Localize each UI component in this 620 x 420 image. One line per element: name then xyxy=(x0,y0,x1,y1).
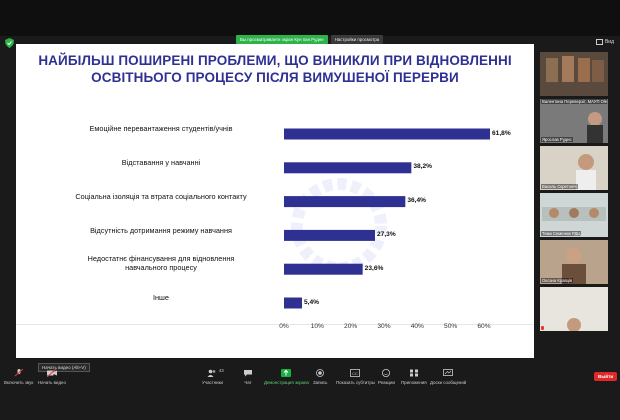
category-label: Недостатнє фінансування для відновлення н… xyxy=(87,253,235,273)
reactions-label: Реакции xyxy=(378,380,395,385)
leave-meeting-button[interactable]: Выйти xyxy=(594,372,618,381)
slide-title: НАЙБІЛЬШ ПОШИРЕНІ ПРОБЛЕМИ, ЩО ВИНИКЛИ П… xyxy=(16,52,534,86)
svg-text:CC: CC xyxy=(353,371,359,376)
whiteboard-button[interactable]: Доски сообщений xyxy=(430,369,466,385)
slide-divider xyxy=(16,324,534,325)
view-options-button[interactable]: Настройки просмотра xyxy=(330,35,384,44)
bar-value-label: 5,4% xyxy=(304,298,320,306)
sharing-notice: Вы просматриваете экран Кун пан Рудне xyxy=(236,35,328,44)
share-screen-label: Демонстрация экрана xyxy=(264,380,309,385)
reactions-icon xyxy=(382,369,391,377)
participant-video-icon xyxy=(540,193,608,237)
participants-label: Участники xyxy=(202,380,223,385)
share-screen-button[interactable]: Демонстрация экрана xyxy=(264,369,309,385)
category-label: Відставання у навчанні xyxy=(121,158,201,168)
record-icon xyxy=(316,369,325,377)
participant-name: Оксана Кравців xyxy=(541,278,574,283)
participant-tile[interactable]: Валентина Переверзіт, МАУП Оle... Яросла… xyxy=(540,99,608,143)
participant-video-icon xyxy=(540,99,608,143)
record-label: Запись xyxy=(313,380,328,385)
captions-button[interactable]: CC Показать субтитры xyxy=(336,369,375,385)
view-button-label: Вид xyxy=(604,39,614,45)
top-bar xyxy=(0,0,620,36)
x-tick-label: 50% xyxy=(444,323,458,330)
participants-count: 43 xyxy=(219,368,224,373)
chat-icon xyxy=(244,370,252,377)
unmute-label: Включить звук xyxy=(4,380,34,385)
video-tooltip: Начать видео (Alt+V) xyxy=(38,363,90,372)
mic-muted-icon xyxy=(541,326,544,330)
share-banner: Вы просматриваете экран Кун пан Рудне На… xyxy=(236,35,384,44)
chat-label: Чат xyxy=(244,380,252,385)
video-off-icon xyxy=(46,369,57,377)
apps-icon xyxy=(409,369,418,377)
record-button[interactable]: Запись xyxy=(313,369,327,385)
view-button[interactable]: Вид xyxy=(595,39,614,45)
watermark-logo-icon xyxy=(291,178,387,274)
participant-name: Василь Скретонічі xyxy=(541,184,579,189)
chat-button[interactable]: Чат xyxy=(243,369,253,385)
security-shield-icon[interactable] xyxy=(5,38,14,48)
start-video-button[interactable]: Начать видео xyxy=(38,369,66,385)
participant-name: Валентина Переверзіт, МАУП Оle... xyxy=(541,99,607,104)
participant-tile[interactable] xyxy=(540,52,608,96)
captions-label: Показать субтитры xyxy=(336,380,375,385)
participant-name: Тема Семенюк РДЦ xyxy=(541,231,582,236)
chart-bar xyxy=(284,162,412,174)
x-tick-label: 0% xyxy=(279,323,289,330)
participants-button[interactable]: Участники xyxy=(202,369,223,385)
unmute-button[interactable]: Включить звук xyxy=(4,369,33,385)
chart-bar xyxy=(284,196,406,208)
apps-button[interactable]: Приложения xyxy=(401,369,427,385)
x-tick-label: 10% xyxy=(310,323,324,330)
x-tick-label: 20% xyxy=(344,323,358,330)
category-label: Відсутність дотримання режиму навчання xyxy=(90,225,232,235)
bar-value-label: 36,4% xyxy=(407,197,427,205)
chart-bar xyxy=(284,128,490,140)
category-label: Соціальна ізоляція та втрата соціального… xyxy=(75,191,247,201)
slide-title-line-1: НАЙБІЛЬШ ПОШИРЕНІ ПРОБЛЕМИ, ЩО ВИНИКЛИ П… xyxy=(38,53,512,68)
bar-chart-plot xyxy=(284,128,490,309)
participant-tile[interactable]: Оксана Кравців xyxy=(540,240,608,284)
mic-muted-icon xyxy=(14,369,23,377)
participants-video-panel: Валентина Переверзіт, МАУП Оle... Яросла… xyxy=(538,52,620,346)
grid-view-icon xyxy=(595,39,603,45)
bar-value-label: 23,6% xyxy=(364,264,384,272)
whiteboard-label: Доски сообщений xyxy=(430,380,467,385)
bar-value-label: 38,2% xyxy=(413,163,433,171)
start-video-label: Начать видео xyxy=(38,380,66,385)
chart-bar xyxy=(284,297,302,309)
participant-name: Ярослав Руднє xyxy=(541,137,573,142)
participant-video-icon xyxy=(540,146,608,190)
category-label: Інше xyxy=(153,293,169,303)
x-tick-label: 40% xyxy=(410,323,424,330)
meeting-toolbar xyxy=(0,360,620,420)
chart-bar xyxy=(284,263,363,275)
participant-video-icon xyxy=(540,287,608,331)
participant-tile[interactable]: Василь Скретонічі xyxy=(540,146,608,190)
slide-title-line-2: ОСВІТНЬОГО ПРОЦЕСУ ПІСЛЯ ВИМУШЕНОЇ ПЕРЕР… xyxy=(91,70,459,85)
participants-icon xyxy=(207,369,216,377)
reactions-button[interactable]: Реакции xyxy=(378,369,395,385)
participant-video-icon xyxy=(540,240,608,284)
participant-video-icon xyxy=(540,52,608,96)
captions-icon: CC xyxy=(350,369,361,377)
apps-label: Приложения xyxy=(401,380,427,385)
bar-value-label: 61,8% xyxy=(492,129,511,137)
participant-tile[interactable]: Тема Семенюк РДЦ xyxy=(540,193,608,237)
chart-bar xyxy=(284,229,375,241)
participant-tile[interactable] xyxy=(540,287,608,331)
shared-slide: НАЙБІЛЬШ ПОШИРЕНІ ПРОБЛЕМИ, ЩО ВИНИКЛИ П… xyxy=(16,44,534,358)
category-label: Емоційне перевантаження студентів/учнів xyxy=(89,124,233,134)
x-tick-label: 30% xyxy=(377,323,391,330)
whiteboard-icon xyxy=(443,369,454,376)
share-screen-icon xyxy=(281,369,292,377)
bar-value-label: 27,3% xyxy=(377,230,396,238)
x-tick-label: 60% xyxy=(477,323,491,330)
